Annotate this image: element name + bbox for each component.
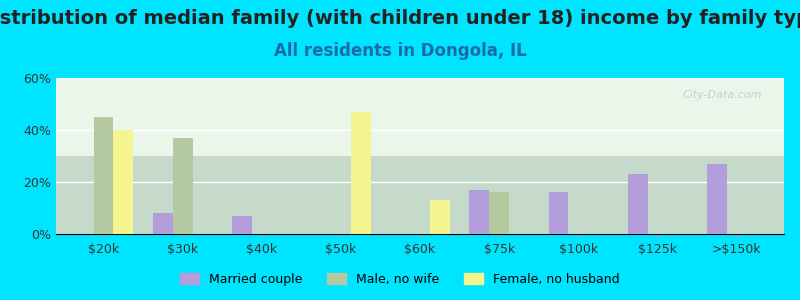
Bar bbox=[173, 138, 193, 234]
Bar bbox=[549, 192, 568, 234]
Bar bbox=[153, 213, 173, 234]
Bar bbox=[430, 200, 450, 234]
Bar bbox=[490, 192, 509, 234]
Legend: Married couple, Male, no wife, Female, no husband: Married couple, Male, no wife, Female, n… bbox=[175, 268, 625, 291]
Bar bbox=[707, 164, 726, 234]
Bar bbox=[232, 216, 252, 234]
Text: City-Data.com: City-Data.com bbox=[682, 91, 762, 100]
Bar bbox=[350, 112, 370, 234]
Text: Distribution of median family (with children under 18) income by family type: Distribution of median family (with chil… bbox=[0, 9, 800, 28]
Bar bbox=[114, 130, 133, 234]
Bar bbox=[94, 117, 114, 234]
Bar bbox=[628, 174, 647, 234]
Bar bbox=[470, 190, 490, 234]
Text: All residents in Dongola, IL: All residents in Dongola, IL bbox=[274, 42, 526, 60]
